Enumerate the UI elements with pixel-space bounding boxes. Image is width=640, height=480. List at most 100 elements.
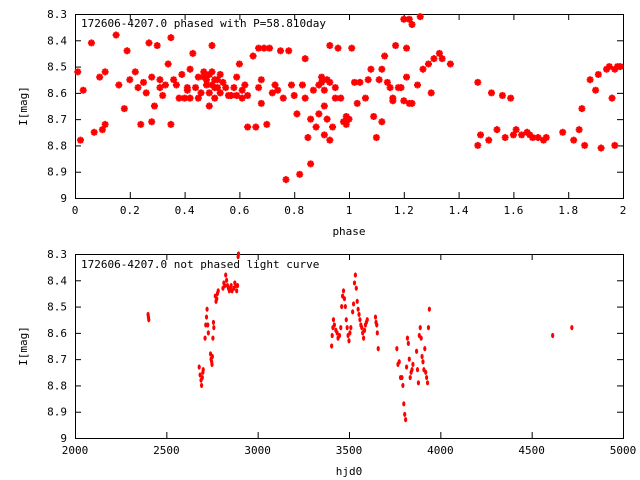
plot-title: 172606-4207.0 not phased light curve bbox=[81, 258, 319, 271]
data-point bbox=[345, 325, 349, 331]
data-point bbox=[375, 75, 384, 84]
data-point bbox=[166, 120, 175, 129]
data-point bbox=[114, 80, 123, 89]
data-point bbox=[424, 369, 428, 375]
tick-marks bbox=[75, 254, 624, 439]
data-point bbox=[215, 296, 219, 302]
data-point bbox=[391, 41, 400, 50]
data-point bbox=[134, 83, 143, 92]
data-point bbox=[262, 120, 271, 129]
data-point bbox=[411, 361, 415, 367]
data-point bbox=[284, 46, 293, 55]
data-point bbox=[351, 301, 356, 307]
data-point bbox=[616, 62, 625, 71]
data-point bbox=[206, 322, 210, 328]
data-point bbox=[386, 83, 395, 92]
data-point bbox=[355, 298, 359, 304]
data-point bbox=[87, 38, 96, 47]
data-point bbox=[372, 133, 381, 142]
data-point bbox=[351, 309, 355, 315]
data-point bbox=[158, 91, 167, 100]
y-tick-label: 8.4 bbox=[47, 34, 67, 47]
data-point bbox=[377, 65, 386, 74]
data-point bbox=[314, 109, 323, 118]
data-point bbox=[347, 338, 351, 344]
data-point bbox=[414, 348, 419, 354]
data-point bbox=[551, 332, 555, 339]
data-point bbox=[403, 411, 407, 417]
data-point bbox=[355, 78, 364, 87]
data-point bbox=[298, 80, 307, 89]
data-point bbox=[348, 330, 352, 336]
data-point bbox=[183, 83, 192, 92]
data-point bbox=[200, 374, 204, 381]
data-point bbox=[425, 374, 429, 381]
y-tick-label: 8.7 bbox=[47, 353, 67, 366]
x-tick-label: 3000 bbox=[244, 444, 271, 457]
data-point bbox=[290, 91, 299, 100]
plot-title: 172606-4207.0 phased with P=58.810day bbox=[81, 17, 326, 30]
data-point bbox=[404, 364, 409, 370]
y-axis-label: I[mag] bbox=[17, 86, 30, 126]
x-tick-label: 2 bbox=[620, 204, 627, 217]
data-point bbox=[287, 80, 296, 89]
data-point bbox=[153, 41, 162, 50]
data-point bbox=[205, 102, 214, 110]
data-point bbox=[373, 314, 378, 320]
data-point bbox=[498, 91, 507, 100]
data-point bbox=[223, 282, 227, 289]
data-point bbox=[418, 65, 427, 74]
data-point bbox=[95, 73, 104, 82]
data-point bbox=[236, 251, 241, 257]
plot-frame bbox=[75, 254, 624, 439]
data-point bbox=[577, 104, 586, 113]
y-tick-label: 8.3 bbox=[47, 248, 67, 261]
data-point bbox=[344, 317, 348, 323]
data-point bbox=[415, 367, 420, 373]
y-tick-labels: 8.3 8.4 8.5 8.6 8.7 8.8 8.9 9 bbox=[47, 8, 67, 205]
data-point bbox=[376, 346, 380, 352]
data-point bbox=[343, 303, 347, 310]
data-point bbox=[352, 280, 357, 286]
x-tick-label: 1.6 bbox=[503, 204, 523, 217]
data-point bbox=[279, 94, 288, 103]
data-point bbox=[211, 335, 215, 341]
x-tick-label: 1.8 bbox=[558, 204, 578, 217]
data-point bbox=[306, 159, 315, 168]
data-point bbox=[208, 41, 216, 50]
data-point bbox=[438, 54, 447, 63]
data-point bbox=[186, 65, 195, 74]
data-point bbox=[243, 123, 252, 132]
y-tick-label: 8.4 bbox=[47, 274, 67, 287]
data-point bbox=[101, 67, 110, 76]
data-point bbox=[101, 120, 110, 129]
data-point bbox=[188, 49, 197, 58]
x-tick-label: 1.2 bbox=[394, 204, 414, 217]
y-tick-label: 8.9 bbox=[47, 166, 67, 179]
data-point bbox=[377, 117, 386, 126]
data-point bbox=[306, 115, 315, 124]
data-point bbox=[221, 83, 230, 92]
x-tick-label: 3500 bbox=[336, 444, 363, 457]
data-point bbox=[339, 325, 343, 331]
data-point bbox=[235, 282, 240, 289]
data-point bbox=[224, 272, 228, 278]
data-point bbox=[332, 322, 336, 328]
data-point bbox=[597, 144, 606, 153]
data-point bbox=[210, 353, 214, 360]
data-point bbox=[249, 52, 258, 61]
x-axis-label: hjd0 bbox=[336, 465, 363, 478]
data-point bbox=[586, 75, 595, 84]
data-point bbox=[136, 120, 145, 129]
data-point bbox=[212, 325, 216, 331]
data-point bbox=[473, 141, 482, 150]
data-points bbox=[73, 12, 625, 184]
data-point bbox=[407, 356, 411, 362]
data-point bbox=[303, 133, 312, 142]
data-point bbox=[397, 359, 401, 365]
data-point bbox=[334, 44, 343, 53]
data-point bbox=[164, 59, 173, 68]
data-point bbox=[362, 327, 367, 333]
data-point bbox=[123, 46, 132, 55]
data-point bbox=[210, 94, 219, 103]
